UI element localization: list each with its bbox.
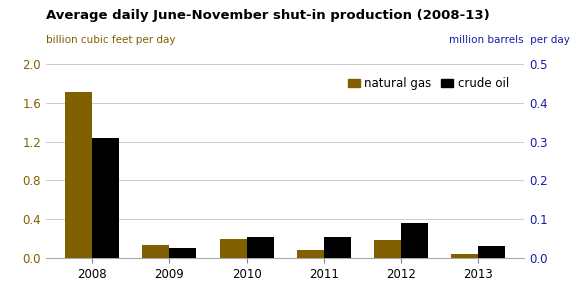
Bar <box>219 239 247 258</box>
Bar <box>451 254 478 258</box>
Text: million barrels  per day: million barrels per day <box>449 35 570 45</box>
Text: billion cubic feet per day: billion cubic feet per day <box>46 35 176 45</box>
Bar <box>142 245 169 258</box>
Bar <box>297 250 324 258</box>
Bar <box>247 236 274 258</box>
Legend: natural gas, crude oil: natural gas, crude oil <box>343 72 513 95</box>
Text: Average daily June-November shut-in production (2008-13): Average daily June-November shut-in prod… <box>46 9 490 22</box>
Bar <box>401 223 428 258</box>
Bar <box>169 248 196 258</box>
Bar <box>65 91 92 258</box>
Bar <box>478 246 505 258</box>
Bar <box>324 236 351 258</box>
Bar <box>92 138 119 258</box>
Bar <box>374 241 401 258</box>
